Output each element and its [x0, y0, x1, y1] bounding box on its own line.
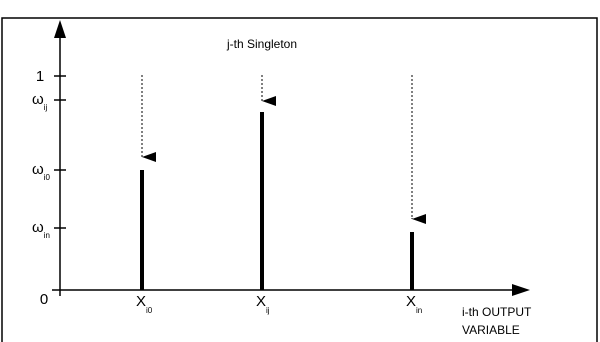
x-axis-label: i-th OUTPUT	[462, 305, 532, 319]
y-arrow	[54, 20, 66, 38]
y-label: ωin	[32, 219, 50, 240]
x-arrow	[512, 284, 530, 296]
annotation: j-th Singleton	[226, 37, 297, 51]
frame	[1, 17, 598, 342]
x-label: Xin	[406, 293, 422, 315]
y-label: ωi0	[32, 161, 50, 182]
x-label: Xij	[256, 293, 270, 315]
y-label: 1	[36, 68, 44, 85]
y-label: ωij	[32, 91, 47, 112]
x-axis-label: VARIABLE	[462, 323, 520, 337]
origin-label: 0	[40, 291, 48, 308]
y-ticks	[54, 75, 66, 229]
x-label: Xi0	[136, 293, 153, 315]
cut-title-area	[0, 0, 600, 14]
